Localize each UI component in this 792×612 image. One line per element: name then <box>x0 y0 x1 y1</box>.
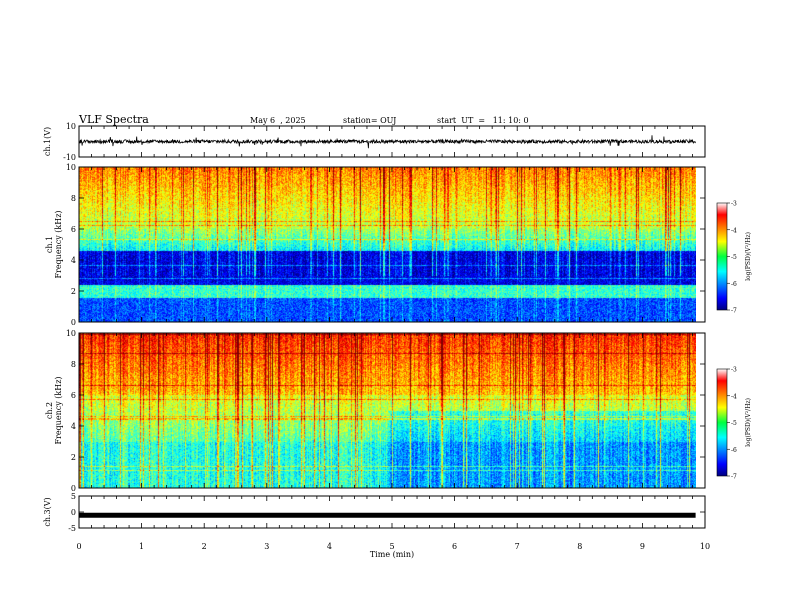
y-tick-label: 6 <box>71 391 76 400</box>
y-tick-label: 4 <box>71 422 76 431</box>
colorbar-tick-label: -7 <box>731 308 737 315</box>
colorbar-ch2 <box>716 368 728 477</box>
y-tick-label: 4 <box>71 256 76 265</box>
x-tick-label: 0 <box>76 542 81 551</box>
y-axis-label-group: ch.1 Frequency (kHz) <box>45 210 63 278</box>
date-label: May 6 , 2025 <box>250 116 306 125</box>
y-tick-label: -10 <box>63 153 76 162</box>
colorbar-tick-label: -6 <box>731 281 737 288</box>
colorbar-ch1 <box>716 202 728 311</box>
colorbar-tick-label: -5 <box>731 254 737 261</box>
colorbar-tick-label: -6 <box>731 447 737 454</box>
station-label: station= OUJ <box>343 116 397 125</box>
x-tick-label: 3 <box>264 542 269 551</box>
spectrogram-ch1 <box>79 167 696 322</box>
x-tick-label: 9 <box>640 542 645 551</box>
x-tick-label: 2 <box>202 542 207 551</box>
colorbar-tick-label: -5 <box>731 420 737 427</box>
y-tick-label: 2 <box>71 287 76 296</box>
y-tick-label: 5 <box>71 492 76 501</box>
x-tick-label: 6 <box>452 542 457 551</box>
y-axis-label-group: ch.2 Frequency (kHz) <box>45 376 63 444</box>
y-tick-label: -5 <box>68 524 76 533</box>
y-tick-label: 10 <box>66 329 76 338</box>
x-tick-label: 5 <box>389 542 394 551</box>
y-tick-label: 10 <box>66 163 76 172</box>
y-axis-label-bottom: Frequency (kHz) <box>54 376 63 444</box>
chart-title: VLF Spectra <box>79 113 149 126</box>
y-tick-label: 0 <box>71 508 76 517</box>
colorbar-tick-label: -4 <box>731 227 737 234</box>
y-axis-label-top: ch.1 <box>45 236 54 253</box>
y-axis-label-bottom: Frequency (kHz) <box>54 210 63 278</box>
colorbar-tick-label: -7 <box>731 474 737 481</box>
colorbar-tick-label: -3 <box>731 367 737 374</box>
colorbar-label: log(PSD)(V²/Hz) <box>745 232 752 281</box>
spectrogram-ch2 <box>79 333 696 488</box>
y-axis-label: ch.3(V) <box>43 497 52 526</box>
y-tick-label: 6 <box>71 225 76 234</box>
y-tick-label: 2 <box>71 453 76 462</box>
colorbar-tick-label: -4 <box>731 393 737 400</box>
y-tick-label: 0 <box>71 318 76 327</box>
y-tick-label: 10 <box>66 122 76 131</box>
ch1-waveform-line <box>78 135 696 149</box>
x-tick-label: 10 <box>700 542 710 551</box>
x-tick-label: 4 <box>327 542 332 551</box>
y-tick-label: 0 <box>71 484 76 493</box>
y-axis-label-top: ch.2 <box>45 402 54 419</box>
colorbar-label: log(PSD)(V²/Hz) <box>745 398 752 447</box>
x-tick-label: 1 <box>139 542 144 551</box>
y-tick-label: 8 <box>71 194 76 203</box>
x-tick-label: 7 <box>515 542 520 551</box>
y-tick-label: 8 <box>71 360 76 369</box>
x-tick-label: 8 <box>577 542 582 551</box>
colorbar-tick-label: -3 <box>731 201 737 208</box>
x-axis-label: Time (min) <box>370 550 414 559</box>
start-time-label: start UT = 11: 10: 0 <box>437 116 529 125</box>
y-axis-label: ch.1(V) <box>43 127 52 156</box>
